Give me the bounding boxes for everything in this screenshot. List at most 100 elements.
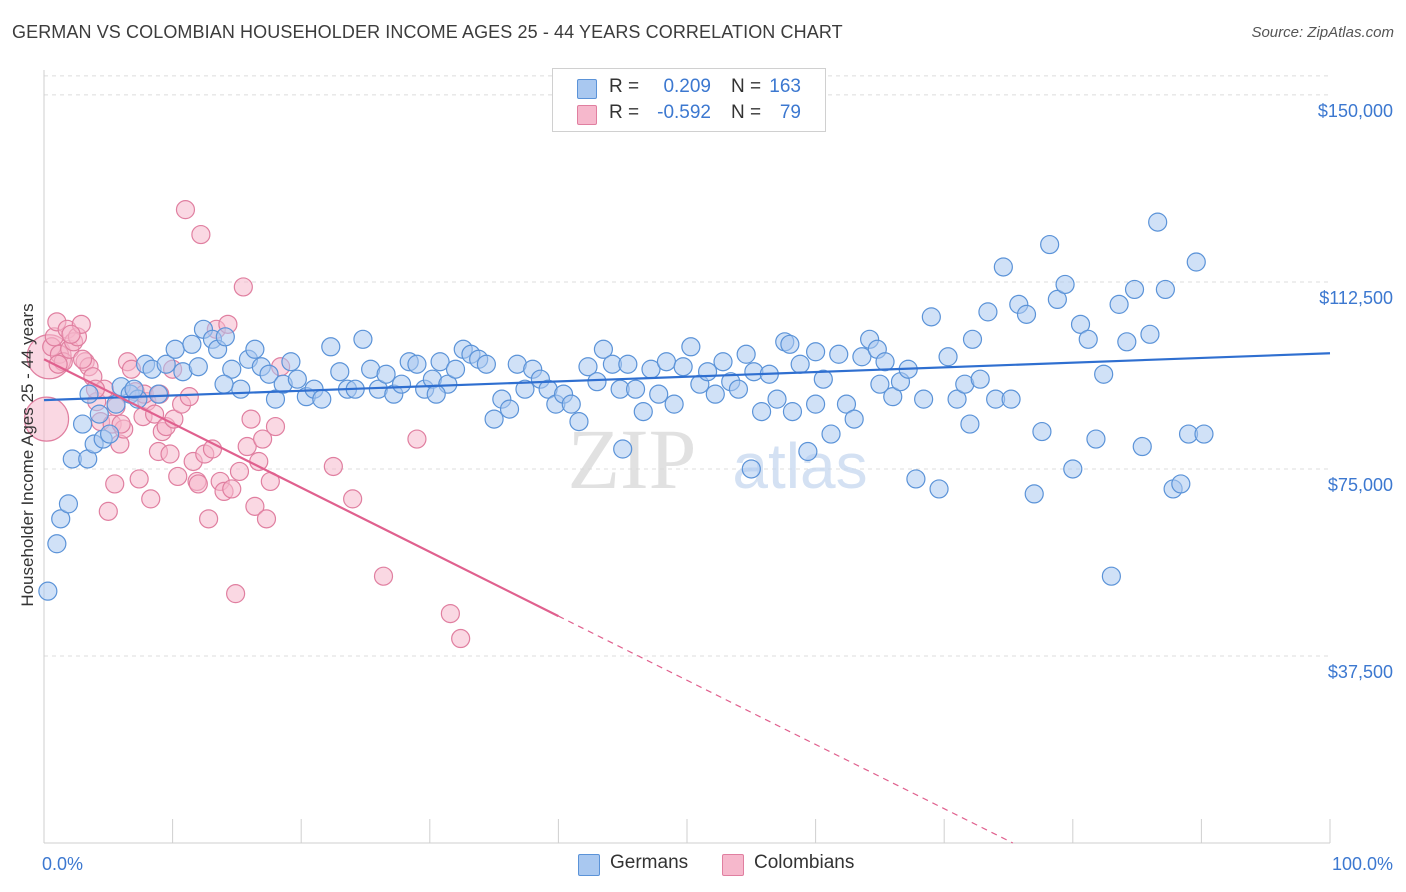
- german-point: [929, 479, 949, 499]
- colombian-point: [61, 324, 81, 344]
- colombian-point: [98, 501, 118, 521]
- colombians-label: Colombians: [754, 852, 855, 873]
- german-point: [515, 379, 535, 399]
- colombian-point: [343, 489, 363, 509]
- colombians-trend-extension: [558, 615, 1014, 844]
- german-point: [245, 339, 265, 359]
- y-tick-label: $37,500: [1328, 662, 1393, 682]
- legend-r-value: 0.209: [663, 76, 711, 97]
- german-point: [330, 362, 350, 382]
- colombian-point: [451, 628, 471, 649]
- german-point: [782, 402, 803, 422]
- colombian-point: [222, 479, 242, 499]
- german-point: [445, 359, 466, 379]
- german-point: [321, 337, 341, 357]
- legend-row-germans: R = 0.209 N = 163: [553, 75, 825, 101]
- german-point: [287, 369, 307, 389]
- colombian-point: [323, 456, 343, 477]
- german-point: [938, 347, 958, 367]
- german-point: [1032, 421, 1052, 442]
- colombian-point: [249, 451, 269, 472]
- german-point: [476, 354, 496, 374]
- german-point: [1070, 314, 1091, 334]
- german-point: [426, 384, 446, 404]
- german-point: [697, 362, 718, 382]
- german-point: [156, 354, 176, 374]
- axes: [43, 70, 1331, 844]
- legend-row-colombians: R = -0.592 N = 79: [553, 101, 825, 127]
- german-point: [407, 354, 427, 374]
- german-point: [265, 389, 286, 409]
- german-point: [1148, 212, 1168, 232]
- german-point: [960, 414, 980, 434]
- y-axis-label: Householder Income Ages 25 - 44 years: [18, 303, 37, 606]
- german-point: [790, 354, 810, 374]
- german-point: [214, 374, 234, 394]
- german-point: [47, 534, 67, 554]
- german-point: [705, 384, 725, 404]
- colombian-point: [175, 200, 196, 220]
- german-point: [821, 424, 841, 444]
- legend-swatch-germans: [577, 79, 597, 99]
- german-point: [618, 354, 638, 374]
- german-point: [664, 394, 684, 414]
- german-point: [1094, 364, 1114, 384]
- legend-r-label: R =: [609, 102, 640, 123]
- german-point: [947, 389, 967, 409]
- german-point: [391, 374, 412, 394]
- german-point: [805, 342, 826, 362]
- source-note: Source: ZipAtlas.com: [1251, 24, 1394, 41]
- german-point: [1055, 274, 1075, 295]
- colombian-point: [129, 469, 149, 489]
- german-point: [430, 352, 450, 372]
- y-tick-label: $150,000: [1318, 101, 1393, 121]
- german-point: [72, 414, 93, 434]
- german-point: [1124, 279, 1145, 300]
- german-point: [673, 357, 693, 377]
- german-point: [728, 379, 749, 399]
- german-point: [993, 257, 1013, 277]
- german-point: [914, 389, 934, 409]
- colombian-point: [407, 429, 427, 449]
- german-point: [51, 509, 71, 529]
- german-point: [188, 357, 208, 377]
- german-point: [499, 399, 520, 419]
- colombian-point: [229, 461, 250, 482]
- german-point: [829, 344, 849, 364]
- german-point: [561, 394, 581, 414]
- colombian-point: [23, 396, 70, 442]
- german-point: [182, 334, 202, 354]
- german-point: [1140, 324, 1160, 344]
- german-point: [124, 379, 144, 399]
- colombian-point: [226, 584, 246, 604]
- colombian-point: [168, 466, 188, 487]
- legend-r-value: -0.592: [657, 102, 711, 123]
- colombian-point: [72, 349, 93, 369]
- germans-points: [38, 212, 1214, 601]
- germans-label: Germans: [610, 852, 689, 873]
- german-point: [1078, 329, 1098, 349]
- german-point: [1063, 459, 1083, 479]
- legend-n-label: N =: [731, 76, 762, 97]
- german-point: [165, 339, 185, 359]
- german-point: [813, 369, 833, 389]
- legend-n-value: 79: [779, 102, 801, 123]
- legend-n-value: 163: [769, 76, 801, 97]
- colombian-point: [105, 474, 125, 494]
- german-point: [681, 337, 701, 357]
- colombian-point: [179, 387, 199, 407]
- colombian-point: [199, 509, 219, 529]
- german-point: [1171, 474, 1191, 494]
- watermark-zip: ZIP: [568, 411, 697, 507]
- x-tick-min: 0.0%: [42, 854, 83, 874]
- german-point: [625, 379, 646, 399]
- colombians-trend-line: [43, 358, 559, 618]
- german-point: [713, 352, 733, 372]
- y-tick-label: $75,000: [1328, 475, 1393, 495]
- german-point: [844, 409, 864, 429]
- german-point: [875, 352, 895, 372]
- legend-n-label: N =: [731, 102, 762, 123]
- german-point: [1040, 234, 1060, 255]
- german-point: [852, 347, 872, 367]
